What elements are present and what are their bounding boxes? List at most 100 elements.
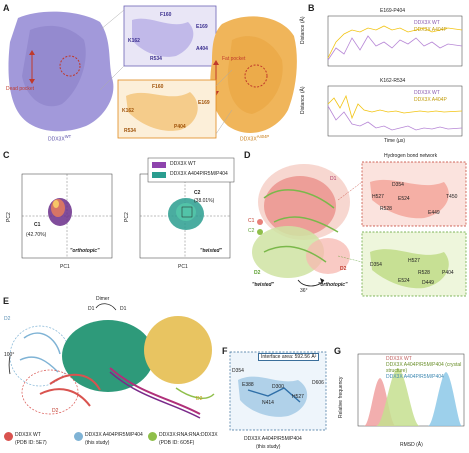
b-ylabel-bottom: Distance (Å) (300, 86, 306, 114)
panel-f-figure (229, 351, 327, 431)
panel-a-label: A (3, 3, 10, 13)
e-legend-wt: DDX3X WT (15, 432, 41, 438)
e-dimer: Dimer (96, 296, 110, 302)
wt-pocket-circle (59, 55, 81, 77)
res-mut-r534: R534 (124, 128, 136, 134)
res-wt-f160: F160 (160, 12, 172, 18)
b-legend-wt-top: DDX3X WT (414, 20, 440, 26)
d-top-res-4: T450 (446, 194, 458, 200)
panel-d-figure (252, 161, 467, 297)
panel-e-figure (8, 303, 215, 419)
c-xlabel-right: PC1 (178, 264, 188, 270)
g-mut-dist (428, 372, 462, 426)
b-xlabel: Time (µs) (384, 138, 406, 144)
mut-title: DDX3XA404P (240, 134, 270, 143)
d-top-res-0: D354 (392, 182, 404, 188)
d-angle: 36° (300, 288, 308, 294)
c1-label: C1 (34, 222, 41, 228)
panel-a-figure (8, 5, 297, 139)
res-mut-p404: P404 (174, 124, 186, 130)
panel-d-label: D (244, 150, 251, 160)
panel-g-label: G (334, 346, 342, 356)
e-d2-bottom: D2 (52, 408, 59, 414)
dead-pocket-label: Dead pocket (6, 86, 35, 92)
f-res-1: E388 (242, 382, 254, 388)
panel-f-label: F (222, 346, 228, 356)
f-res-2: D300 (272, 384, 284, 390)
d-d2-left: D2 (254, 270, 261, 276)
bottom-wt-trace (327, 105, 463, 131)
b-bottom-title: K162-R534 (380, 78, 406, 84)
d-top-res-1: H527 (372, 194, 384, 200)
g-crystal-dist (376, 368, 420, 426)
d-top-res-2: E524 (398, 196, 410, 202)
e-d1-a: D1 (88, 306, 95, 312)
e-legend-rna-sub: (PDB ID: 6O5F) (159, 440, 195, 446)
res-mut-k162: K162 (122, 108, 134, 114)
e-legend-wt-sub: (PDB ID: 5E7) (15, 440, 47, 446)
f-interface: Interface area: 592.56 Å² (258, 353, 320, 361)
f-res-0: D354 (232, 368, 244, 374)
panel-b-label: B (308, 3, 315, 13)
c-ylabel-right: PC2 (124, 212, 130, 222)
d-title: Hydrogen bond network (384, 153, 438, 159)
e-angle: 100° (4, 352, 15, 358)
c-twisted: "twisted" (200, 248, 222, 254)
g-ylabel: Relative frequency (338, 376, 344, 418)
f-res-5: D606 (312, 380, 324, 386)
d-top-res-3: R528 (380, 206, 392, 212)
e-d2-right: D2 (196, 396, 203, 402)
e-legend-mut-swatch (74, 432, 83, 441)
c1-pct: (42.70%) (26, 232, 47, 238)
d-bot-res-5: D449 (422, 280, 434, 286)
c-legend-wt: DDX3X WT (170, 161, 196, 167)
e-legend-mut-sub: (this study) (85, 440, 110, 446)
c2-pct: (38.01%) (194, 198, 215, 204)
c-xlabel-left: PC1 (60, 264, 70, 270)
b-ylabel-top: Distance (Å) (300, 16, 306, 44)
d-twisted: "twisted" (252, 282, 274, 288)
res-wt-r534: R534 (150, 56, 162, 62)
panel-b-chart (327, 15, 463, 137)
g-legend-0: DDX3X WT (386, 356, 412, 362)
g-legend-2: DDX3X A404P/R5M/P404 (386, 374, 444, 380)
f-res-3: N414 (262, 400, 274, 406)
bottom-mut-trace (327, 94, 463, 120)
top-wt-trace (327, 35, 463, 61)
d-bot-res-3: P404 (442, 270, 454, 276)
d-c2: C2 (248, 228, 255, 234)
res-wt-e169: E169 (196, 24, 208, 30)
e-legend-mut: DDX3X A404P/R5M/P404 (85, 432, 143, 438)
c-ortho: "orthotopic" (70, 248, 100, 254)
g-legend-1: DDX3X A404P/R5M/P404 (crystal structure) (386, 362, 462, 374)
d-bot-res-2: R528 (418, 270, 430, 276)
e-legend-rna: DDX3X:RNA:RNA:DDX3X (159, 432, 218, 438)
f-caption2: (this study) (256, 444, 281, 450)
panel-g-chart (357, 353, 465, 427)
d-d2-right: D2 (340, 266, 347, 272)
d-bot-res-1: H527 (408, 258, 420, 264)
e-d1-b: D1 (120, 306, 127, 312)
top-mut-trace (327, 25, 463, 59)
res-wt-k162: K162 (128, 38, 140, 44)
d-bot-res-4: E524 (398, 278, 410, 284)
wt-title: DDX3XWT (48, 134, 72, 143)
b-top-title: E169-P404 (380, 8, 406, 14)
b-legend-wt-bottom: DDX3X WT (414, 90, 440, 96)
f-res-4: H527 (292, 394, 304, 400)
d-ortho: "orthotopic" (318, 282, 348, 288)
g-xlabel: RMSD (Å) (400, 442, 423, 448)
mut-pocket-circle (244, 64, 268, 88)
fat-pocket-label: Fat pocket (222, 56, 246, 62)
f-caption: DDX3X A404P/R5M/P404 (244, 436, 302, 442)
panel-c-label: C (3, 150, 10, 160)
res-mut-e169: E169 (198, 100, 210, 106)
e-yellow-surface (144, 316, 212, 384)
res-wt-a404: A404 (196, 46, 208, 52)
b-legend-mut-bottom: DDX3X A404P (414, 97, 447, 103)
c-legend-mut: DDX3X A404P/R5M/P404 (170, 171, 228, 177)
d-bot-res-0: D354 (370, 262, 382, 268)
d-d1: D1 (330, 176, 337, 182)
panel-e-label: E (3, 296, 10, 306)
e-legend-wt-swatch (4, 432, 13, 441)
